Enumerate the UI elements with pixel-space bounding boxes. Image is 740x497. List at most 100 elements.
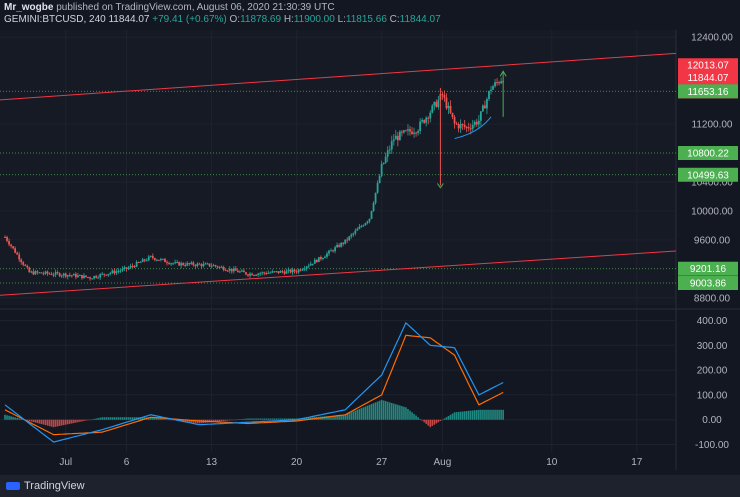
candle-body (305, 266, 308, 269)
macd-histogram-bar (184, 419, 187, 422)
candle-body (382, 162, 385, 164)
macd-histogram-bar (411, 412, 413, 420)
symbol-label[interactable]: GEMINI:BTCUSD, 240 (4, 14, 106, 25)
tradingview-logo[interactable]: TradingView (6, 480, 85, 492)
candle-body (484, 105, 486, 109)
candle-body (184, 264, 187, 266)
macd-histogram-bar (348, 413, 351, 420)
price-tag-label: 9003.86 (690, 279, 727, 290)
price-tag-label: 11653.16 (688, 87, 729, 98)
candle-body (131, 265, 134, 267)
macd-tick-label: 200.00 (697, 366, 728, 377)
candle-body (234, 268, 237, 271)
macd-histogram-bar (455, 412, 458, 420)
candle-body (255, 274, 257, 276)
macd-histogram-bar (117, 417, 120, 420)
candle-body (437, 99, 440, 108)
x-tick-label: 13 (206, 457, 218, 468)
candle-body (486, 99, 488, 109)
last-price: 11844.07 (108, 14, 150, 25)
macd-histogram-bar (273, 418, 276, 420)
macd-histogram-bar (109, 417, 112, 420)
author-name[interactable]: Mr_wogbe (4, 2, 54, 13)
candle-body (477, 120, 480, 125)
macd-histogram-bar (358, 408, 361, 420)
candle-body (74, 273, 77, 278)
macd-histogram-bar (263, 418, 265, 420)
macd-histogram-bar (287, 418, 290, 420)
macd-histogram-bar (226, 419, 229, 421)
macd-histogram-bar (170, 419, 172, 421)
candle-body (20, 259, 23, 263)
macd-histogram-bar (362, 407, 365, 420)
price-tag-bg (678, 167, 738, 182)
candle-body (70, 275, 73, 277)
y-tick-label: 10000.00 (691, 206, 733, 217)
macd-histogram-bar (214, 419, 217, 422)
macd-histogram-bar (474, 410, 476, 420)
macd-histogram-bar (42, 419, 45, 425)
candle-body (301, 269, 304, 271)
macd-histogram-bar (160, 418, 162, 420)
candle-body (396, 135, 399, 141)
candle-body (429, 112, 432, 119)
x-tick-label: 6 (124, 457, 130, 468)
candle-body (326, 253, 328, 257)
candle-body (465, 127, 468, 129)
macd-histogram-bar (125, 417, 128, 420)
candle-body (303, 268, 306, 270)
macd-histogram-bar (75, 419, 77, 423)
macd-histogram-bar (393, 403, 395, 420)
macd-histogram-bar (52, 419, 55, 428)
candle-body (72, 273, 75, 276)
candle-body (463, 124, 466, 128)
candle-body (54, 272, 57, 275)
candle-body (269, 272, 272, 274)
x-tick-label: 27 (376, 457, 388, 468)
up-arrow-head (499, 70, 507, 77)
candle-body (36, 271, 39, 273)
macd-histogram-bar (451, 413, 454, 420)
candle-body (479, 111, 482, 121)
macd-tick-label: 300.00 (697, 341, 728, 352)
candle-body (52, 274, 55, 276)
macd-histogram-bar (439, 419, 442, 421)
candle-body (372, 202, 375, 212)
macd-histogram-bar (251, 418, 253, 420)
candle-body (79, 274, 81, 276)
candle-body (202, 263, 205, 267)
macd-histogram-bar (459, 411, 462, 420)
macd-histogram-bar (330, 415, 332, 420)
close-label: C: (389, 14, 400, 25)
macd-histogram-bar (360, 408, 363, 420)
candle-body (174, 262, 176, 264)
macd-histogram-bar (255, 418, 257, 420)
price-chart[interactable]: Jul 6 13 20 27 Aug 10 17 12400.00 11200.00 10400.0… (0, 0, 740, 475)
candle-body (413, 132, 415, 134)
macd-histogram-bar (366, 405, 369, 420)
candle-body (83, 275, 85, 279)
low-value: 11815.66 (345, 14, 387, 25)
candle-body (392, 139, 395, 142)
macd-histogram-bar (354, 410, 357, 420)
macd-histogram-bar (30, 419, 33, 422)
macd-histogram-bar (429, 419, 432, 428)
candle-body (492, 86, 494, 90)
macd-histogram-bar (390, 402, 393, 420)
macd-histogram-bar (212, 419, 215, 423)
candle-body (488, 91, 490, 100)
candle-body (68, 275, 71, 277)
brand-label: TradingView (24, 480, 85, 492)
candle-body (4, 236, 6, 238)
candle-body (409, 129, 411, 132)
candle-body (291, 269, 294, 273)
macd-histogram-bar (267, 418, 270, 420)
macd-histogram-bar (36, 419, 39, 424)
candle-body (182, 263, 185, 265)
macd-histogram-bar (115, 417, 118, 420)
macd-histogram-bar (83, 419, 85, 421)
macd-histogram-bar (291, 418, 294, 420)
candle-body (403, 130, 405, 133)
macd-tick-label: 100.00 (697, 390, 728, 401)
candle-body (394, 135, 397, 140)
